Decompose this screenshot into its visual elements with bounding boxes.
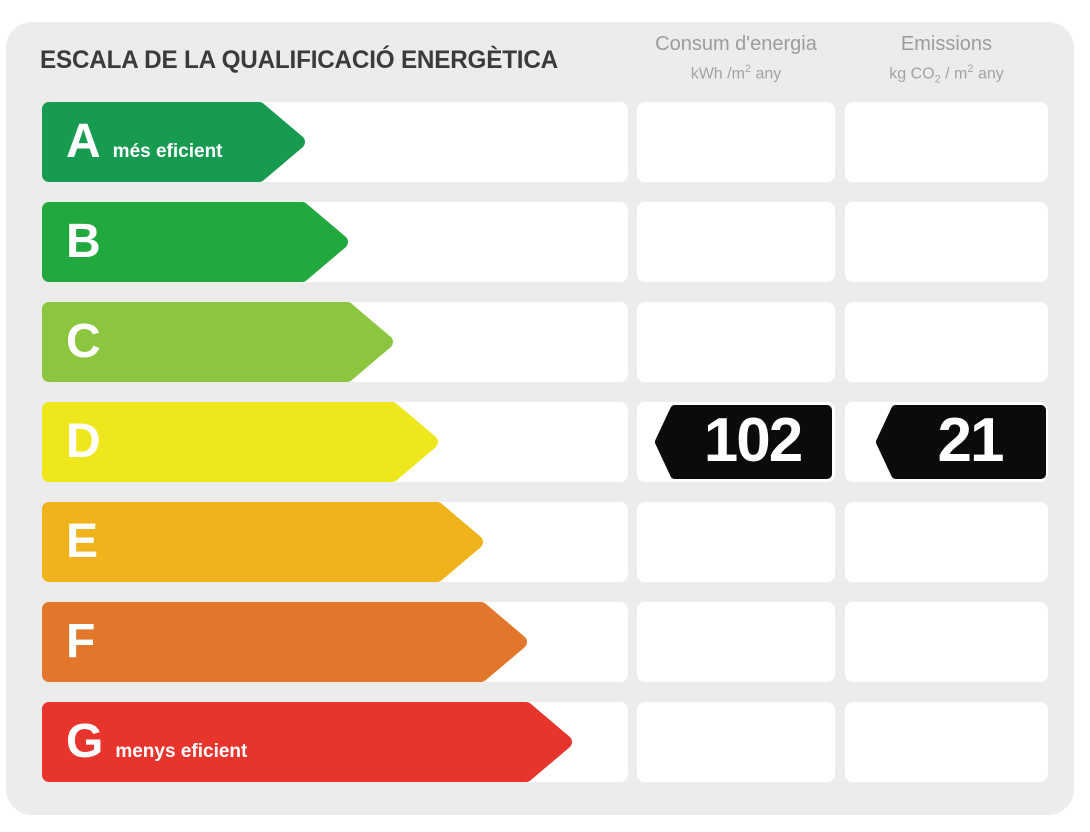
grade-row-f: F [6,602,1074,682]
grade-letter: D [66,415,101,468]
energy-scale-card: ESCALA DE LA QUALIFICACIÓ ENERGÈTICA Con… [6,22,1074,815]
consum-cell: 102 [637,402,835,482]
unit-text: kWh /m [690,65,745,83]
unit-superscript: 2 [744,63,752,75]
grade-arrow-d: D [42,402,438,482]
grade-letter: C [66,315,101,368]
grade-row-e: E [6,502,1074,582]
consum-cell [637,702,835,782]
grade-sublabel: més eficient [112,141,223,162]
consum-value: 102 [703,406,803,475]
emissions-header-unit: kg CO2 / m2 any [845,59,1048,90]
grade-text: C [66,302,113,382]
consum-header-title: Consum d'energia [655,33,817,55]
unit-text: any [973,65,1004,83]
arrow-shape [42,402,438,482]
grade-row-c: C [6,302,1074,382]
grade-arrow-b: B [42,202,348,282]
grade-row-d: D 102 21 [6,402,1074,482]
consum-cell [637,502,835,582]
grade-text: B [66,202,113,282]
grade-text: F [66,602,107,682]
grade-arrow-f: F [42,602,527,682]
arrow-shape [42,202,348,282]
consum-value-badge: 102 [655,405,832,479]
emissions-cell [845,102,1048,182]
column-header-consum: Consum d'energia kWh /m2 any [637,32,835,84]
grade-letter: A [66,115,101,168]
grade-arrow-e: E [42,502,483,582]
arrow-shape [42,602,527,682]
unit-subscript: 2 [934,73,941,86]
grade-row-b: B [6,202,1074,282]
arrow-shape [42,102,305,182]
arrow-shape [42,302,393,382]
grade-letter: G [66,715,104,768]
consum-cell [637,102,835,182]
grade-letter: F [66,615,96,668]
arrow-shape [42,702,572,782]
consum-cell [637,602,835,682]
emissions-header-title: Emissions [900,33,993,55]
grade-sublabel: menys eficient [115,741,248,762]
grade-letter: B [66,215,101,268]
emissions-value: 21 [937,406,1005,475]
unit-text: any [751,65,782,83]
emissions-cell: 21 [845,402,1048,482]
grade-arrow-c: C [42,302,393,382]
page-title: ESCALA DE LA QUALIFICACIÓ ENERGÈTICA [40,46,558,74]
consum-header-unit: kWh /m2 any [637,59,835,84]
grade-text: E [66,502,110,582]
grade-text: D [66,402,113,482]
emissions-cell [845,302,1048,382]
emissions-value-badge: 21 [876,405,1046,479]
emissions-cell [845,502,1048,582]
emissions-cell [845,702,1048,782]
unit-text: kg CO [889,65,935,83]
emissions-cell [845,202,1048,282]
consum-cell [637,302,835,382]
grade-letter: E [66,515,99,568]
emissions-cell [845,602,1048,682]
unit-superscript: 2 [967,63,974,75]
arrow-shape [42,502,483,582]
column-header-emissions: Emissions kg CO2 / m2 any [845,32,1048,90]
unit-text: / m [940,65,968,83]
consum-cell [637,202,835,282]
